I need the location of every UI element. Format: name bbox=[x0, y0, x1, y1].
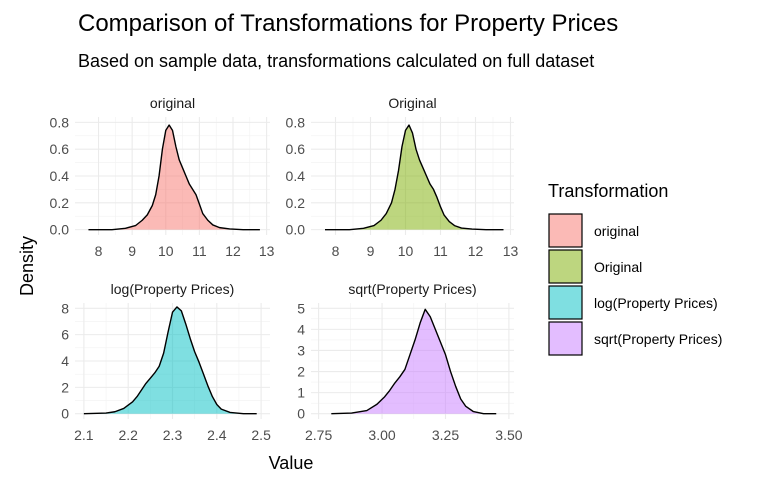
legend-key bbox=[548, 213, 583, 248]
y-tick-label: 0.0 bbox=[286, 222, 306, 238]
density-line bbox=[83, 306, 257, 415]
y-axis-label: Density bbox=[17, 236, 37, 296]
x-tick-label: 13 bbox=[259, 243, 275, 259]
x-tick-label: 2.1 bbox=[74, 427, 94, 443]
x-tick-label: 2.75 bbox=[305, 427, 332, 443]
x-tick-label: 2.4 bbox=[207, 427, 227, 443]
x-tick-label: 3.25 bbox=[432, 427, 459, 443]
y-tick-label: 0 bbox=[61, 406, 69, 422]
legend-item: sqrt(Property Prices) bbox=[548, 321, 722, 356]
density-line bbox=[88, 124, 260, 231]
y-tick-label: 6 bbox=[61, 327, 69, 343]
x-tick-label: 8 bbox=[332, 243, 340, 259]
facet-strip-label: sqrt(Property Prices) bbox=[348, 281, 476, 297]
x-tick-label: 2.5 bbox=[251, 427, 271, 443]
x-tick-label: 12 bbox=[225, 243, 241, 259]
legend: Transformation original Original log(Prope… bbox=[548, 181, 722, 356]
legend-label: sqrt(Property Prices) bbox=[594, 331, 722, 347]
legend-item: original bbox=[548, 213, 639, 248]
density-area bbox=[331, 309, 497, 414]
y-tick-label: 0.4 bbox=[286, 168, 306, 184]
y-tick-label: 0.6 bbox=[286, 141, 306, 157]
y-tick-label: 3 bbox=[297, 342, 305, 358]
x-tick-label: 2.3 bbox=[163, 427, 183, 443]
y-tick-label: 5 bbox=[297, 300, 305, 316]
x-tick-label: 12 bbox=[468, 243, 484, 259]
legend-key bbox=[548, 249, 583, 284]
x-axis-label: Value bbox=[269, 453, 314, 473]
legend-item: Original bbox=[548, 249, 642, 284]
x-tick-label: 10 bbox=[398, 243, 414, 259]
legend-title: Transformation bbox=[548, 181, 668, 201]
facet-panel: 2.75 3.00 3.25 3.50 0 1 2 3 4 5 sqrt(Property Pric… bbox=[297, 281, 523, 443]
density-area bbox=[325, 125, 504, 230]
y-tick-label: 4 bbox=[297, 321, 305, 337]
x-tick-label: 8 bbox=[95, 243, 103, 259]
facet-strip-label: log(Property Prices) bbox=[111, 281, 235, 297]
y-tick-label: 0.8 bbox=[286, 114, 306, 130]
y-tick-label: 2 bbox=[61, 379, 69, 395]
density-area bbox=[83, 306, 257, 414]
facet-panel: 2.1 2.2 2.3 2.4 2.5 0 2 4 6 8 log(Property Prices) bbox=[61, 281, 271, 443]
legend-label: original bbox=[594, 223, 639, 239]
y-tick-label: 2 bbox=[297, 364, 305, 380]
x-tick-label: 9 bbox=[128, 243, 136, 259]
y-tick-label: 0.8 bbox=[50, 114, 70, 130]
x-tick-label: 3.00 bbox=[368, 427, 395, 443]
legend-label: log(Property Prices) bbox=[594, 295, 718, 311]
legend-item: log(Property Prices) bbox=[548, 285, 718, 320]
x-tick-label: 10 bbox=[158, 243, 174, 259]
chart-subtitle: Based on sample data, transformations ca… bbox=[78, 51, 594, 71]
legend-key bbox=[548, 285, 583, 320]
x-tick-label: 2.2 bbox=[118, 427, 138, 443]
y-tick-label: 4 bbox=[61, 353, 69, 369]
x-tick-label: 11 bbox=[433, 243, 448, 259]
facet-strip-label: original bbox=[150, 95, 195, 111]
density-line bbox=[331, 308, 497, 415]
density-line bbox=[325, 124, 504, 231]
chart-title: Comparison of Transformations for Proper… bbox=[78, 10, 618, 37]
legend-key bbox=[548, 321, 583, 356]
y-tick-label: 0.0 bbox=[50, 222, 70, 238]
y-tick-label: 0.2 bbox=[286, 195, 306, 211]
y-tick-label: 0 bbox=[297, 406, 305, 422]
x-tick-label: 11 bbox=[192, 243, 207, 259]
y-tick-label: 0.2 bbox=[50, 195, 70, 211]
y-tick-label: 8 bbox=[61, 300, 69, 316]
facet-panel: 8 9 10 11 12 13 0.0 0.2 0.4 0.6 0.8 Original bbox=[286, 95, 519, 259]
facet-strip-label: Original bbox=[388, 95, 436, 111]
legend-label: Original bbox=[594, 259, 642, 275]
y-tick-label: 1 bbox=[297, 385, 305, 401]
y-tick-label: 0.6 bbox=[50, 141, 70, 157]
y-tick-label: 0.4 bbox=[50, 168, 70, 184]
facet-panel: 8 9 10 11 12 13 0.0 0.2 0.4 0.6 0.8 original bbox=[50, 95, 275, 259]
x-tick-label: 13 bbox=[503, 243, 519, 259]
x-tick-label: 3.50 bbox=[495, 427, 522, 443]
x-tick-label: 9 bbox=[367, 243, 375, 259]
density-area bbox=[88, 125, 260, 230]
